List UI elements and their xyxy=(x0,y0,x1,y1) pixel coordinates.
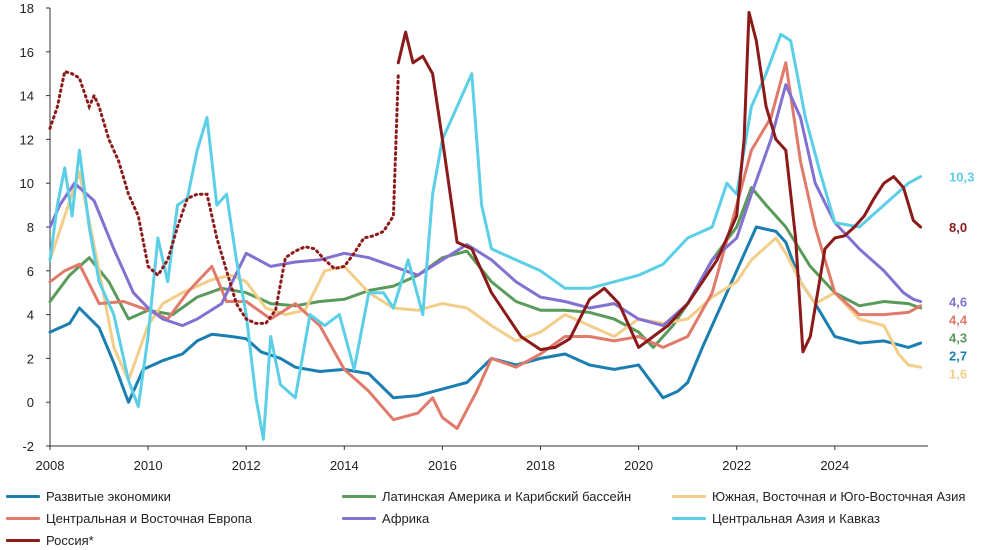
end-label-3: 4,4 xyxy=(949,312,968,327)
chart-axes: -2 0 2 4 6 8 10 12 14 16 18 2008 2010 2012 2014 2016 201… xyxy=(20,1,928,473)
y-tick-label: 8 xyxy=(27,220,34,235)
chart-series-lines xyxy=(48,10,923,441)
legend-item-developed: Развитые экономики xyxy=(6,486,171,506)
legend-swatch-asia xyxy=(672,494,706,498)
y-tick-label: -2 xyxy=(22,439,34,454)
series-line-dotted-6 xyxy=(48,69,400,325)
x-tick-label: 2014 xyxy=(330,458,359,473)
end-label-2: 1,6 xyxy=(949,366,967,381)
legend-label-latin-america: Латинская Америка и Карибский бассейн xyxy=(382,488,632,504)
x-tick-label: 2010 xyxy=(134,458,163,473)
x-tick-label: 2020 xyxy=(624,458,653,473)
legend-label-asia: Южная, Восточная и Юго-Восточная Азия xyxy=(712,488,966,504)
legend-label-africa: Африка xyxy=(382,510,430,526)
y-tick-label: 2 xyxy=(27,351,34,366)
legend-label-central-east-europe: Центральная и Восточная Европа xyxy=(46,510,253,526)
legend-label-russia: Россия* xyxy=(46,532,94,548)
legend-item-russia: Россия* xyxy=(6,530,94,550)
y-tick-label: 18 xyxy=(20,1,34,16)
x-tick-label: 2012 xyxy=(232,458,261,473)
y-tick-label: 6 xyxy=(27,264,34,279)
y-tick-label: 0 xyxy=(27,395,34,410)
y-tick-label: 12 xyxy=(20,132,34,147)
legend-item-asia: Южная, Восточная и Юго-Восточная Азия xyxy=(672,486,965,506)
end-label-6: 8,0 xyxy=(949,220,967,235)
series-line-3 xyxy=(48,61,923,430)
end-label-1: 4,3 xyxy=(949,330,967,345)
series-line-5 xyxy=(48,32,923,441)
y-tick-label: 10 xyxy=(20,176,34,191)
y-tick-label: 16 xyxy=(20,45,34,60)
x-tick-label: 2022 xyxy=(722,458,751,473)
legend-swatch-central-east-europe xyxy=(6,516,40,520)
series-line-6 xyxy=(396,10,923,354)
y-tick-label: 14 xyxy=(20,89,34,104)
chart-legend: Развитые экономики Латинская Америка и К… xyxy=(6,486,991,548)
x-tick-label: 2016 xyxy=(428,458,457,473)
legend-item-central-east-europe: Центральная и Восточная Европа xyxy=(6,508,252,528)
legend-swatch-central-asia xyxy=(672,516,706,520)
legend-label-central-asia: Центральная Азия и Кавказ xyxy=(712,510,881,526)
legend-swatch-africa xyxy=(342,516,376,520)
series-line-0 xyxy=(48,225,923,404)
x-tick-label: 2008 xyxy=(36,458,65,473)
legend-item-latin-america: Латинская Америка и Карибский бассейн xyxy=(342,486,631,506)
end-label-0: 2,7 xyxy=(949,348,967,363)
series-line-2 xyxy=(48,170,923,382)
x-tick-label: 2018 xyxy=(526,458,555,473)
legend-swatch-developed xyxy=(6,494,40,498)
series-line-4 xyxy=(48,83,923,328)
legend-swatch-latin-america xyxy=(342,494,376,498)
legend-item-central-asia: Центральная Азия и Кавказ xyxy=(672,508,880,528)
legend-swatch-russia xyxy=(6,538,40,542)
end-label-5: 10,3 xyxy=(949,170,974,185)
legend-item-africa: Африка xyxy=(342,508,429,528)
y-tick-label: 4 xyxy=(27,308,34,323)
chart-end-labels: 10,3 8,0 4,6 4,4 4,3 2,7 1,6 xyxy=(949,170,974,382)
legend-label-developed: Развитые экономики xyxy=(46,488,171,504)
end-label-4: 4,6 xyxy=(949,294,967,309)
series-line-1 xyxy=(48,186,923,349)
x-tick-label: 2024 xyxy=(820,458,849,473)
